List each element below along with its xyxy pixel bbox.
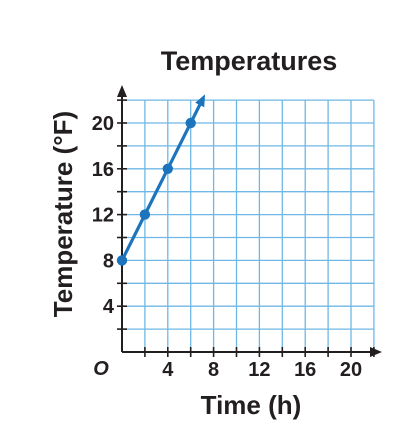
data-point (162, 163, 173, 174)
x-tick-label: 16 (294, 359, 316, 381)
data-line-arrow (195, 94, 206, 108)
x-axis-label: Time (h) (201, 390, 302, 420)
y-tick-label: 16 (92, 159, 114, 181)
x-axis-arrow (370, 347, 382, 357)
x-tick-label: 4 (162, 359, 174, 381)
grid (122, 99, 375, 352)
axes (117, 85, 382, 357)
y-axis-label: Temperature (°F) (48, 111, 78, 317)
x-tick-label: 20 (340, 359, 362, 381)
ticks: 4 8 12 16 20 4 8 12 16 20 (92, 99, 375, 381)
chart-title: Temperatures (161, 46, 338, 76)
y-tick-label: 20 (92, 113, 114, 135)
data-line (120, 122, 193, 262)
y-axis-arrow (117, 85, 127, 97)
data-point (116, 255, 128, 266)
origin-label: O (93, 358, 109, 380)
data-point (185, 117, 196, 129)
series (116, 94, 206, 266)
x-tick-label: 12 (248, 359, 270, 381)
data-point (139, 209, 151, 220)
y-tick-label: 12 (92, 205, 114, 227)
y-tick-label: 4 (103, 296, 115, 318)
x-tick-label: 8 (208, 359, 219, 381)
y-tick-label: 8 (103, 250, 114, 272)
